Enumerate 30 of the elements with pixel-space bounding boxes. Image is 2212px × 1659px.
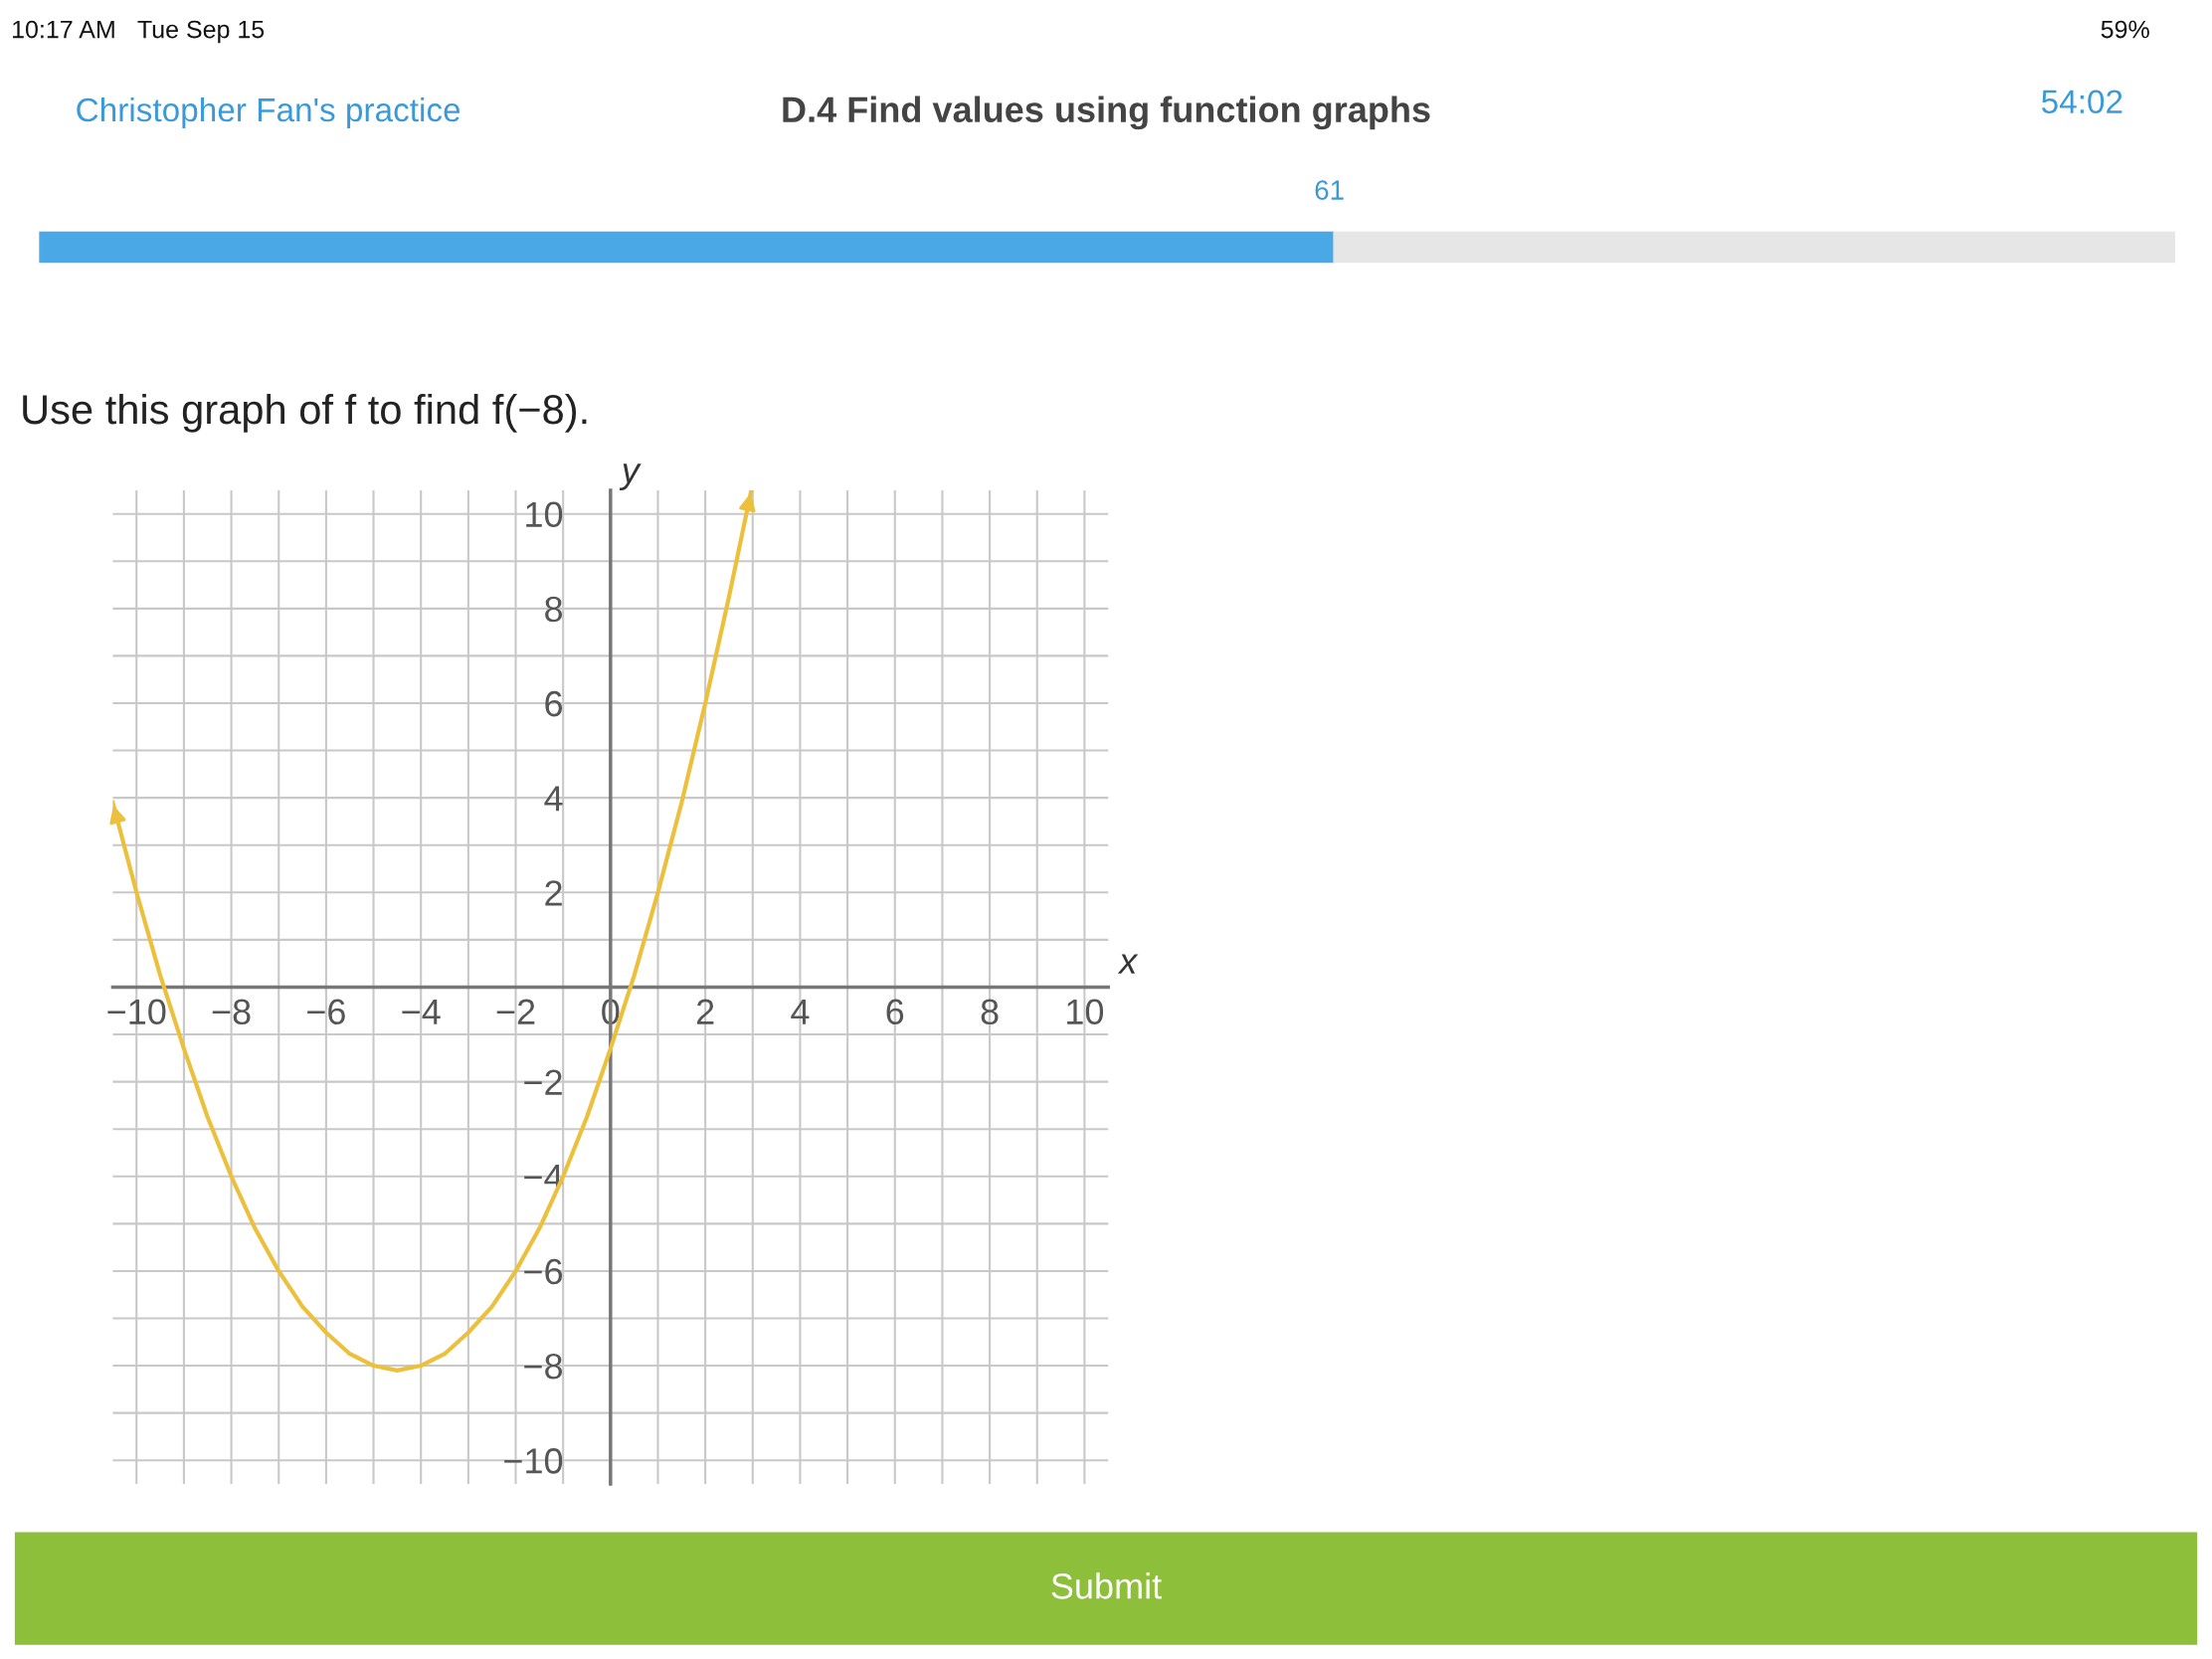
y-tick-label: 10 (526, 501, 563, 528)
x-tick-label: 4 (791, 999, 810, 1024)
x-tick-label: −8 (212, 999, 251, 1025)
chart-title: Use this graph of f to find f(−8). (23, 393, 587, 433)
x-tick-label: −2 (496, 999, 535, 1024)
y-tick-label: 4 (544, 786, 563, 812)
y-tick-label: −8 (524, 1353, 563, 1380)
text: 10:17 AM (13, 20, 114, 39)
text: 54:02 (2041, 90, 2122, 114)
x-tick-label: −4 (402, 999, 441, 1024)
x-axis-title: x (1117, 954, 1139, 974)
y-tick-label: −6 (524, 1258, 563, 1285)
x-tick-label: −10 (107, 999, 166, 1025)
y-tick-label: 2 (545, 880, 562, 906)
y-tick-label: −10 (504, 1448, 563, 1474)
y-axis-title: y (619, 463, 642, 490)
text: Tue Sep 15 (137, 20, 265, 44)
x-tick-label: 10 (1067, 999, 1104, 1025)
text: Christopher Fan's practice (77, 96, 461, 128)
text: 59% (2101, 20, 2149, 39)
text: 61 (1315, 180, 1344, 200)
x-tick-label: −6 (307, 999, 345, 1025)
y-tick-label: 6 (545, 690, 563, 717)
text: D.4 Find values using function graphs (783, 95, 1430, 130)
y-tick-label: 8 (545, 596, 563, 623)
y-tick-label: −2 (524, 1069, 562, 1095)
x-tick-label: 2 (696, 999, 714, 1024)
x-tick-label: 6 (886, 999, 904, 1025)
text: Submit (1051, 1572, 1162, 1599)
x-tick-label: 8 (981, 999, 999, 1025)
